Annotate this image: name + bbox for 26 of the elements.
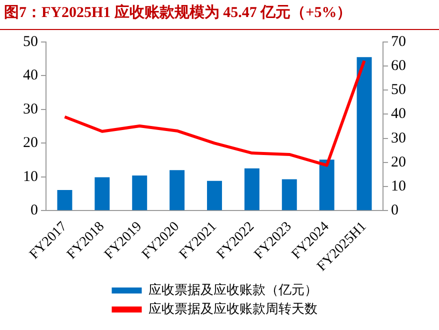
bar [207, 180, 222, 210]
bar [356, 57, 372, 210]
y2-tick-label: 10 [391, 178, 406, 194]
chart-title: 图7：FY2025H1 应收账款规模为 45.47 亿元（+5%） [0, 0, 439, 30]
bar [319, 160, 334, 210]
bar [244, 168, 260, 210]
y-tick-label: 50 [23, 34, 38, 50]
y2-tick-label: 0 [391, 202, 398, 219]
y2-tick-label: 50 [391, 82, 406, 98]
y-tick-label: 0 [30, 202, 38, 219]
bar [282, 179, 297, 210]
bar [132, 176, 148, 210]
bar [57, 190, 72, 210]
y2-tick-label: 60 [391, 58, 406, 74]
y2-tick-label: 20 [391, 154, 406, 170]
y-tick-label: 20 [23, 135, 38, 152]
bar [94, 177, 110, 210]
bar [170, 170, 185, 210]
y-tick-label: 10 [23, 168, 38, 185]
legend-label: 应收票据及应收账款周转天数 [148, 300, 318, 316]
y2-tick-label: 40 [391, 106, 406, 122]
y2-tick-label: 70 [391, 34, 406, 50]
y-tick-label: 30 [23, 101, 38, 118]
y2-tick-label: 30 [391, 130, 406, 146]
y-tick-label: 40 [23, 68, 38, 84]
legend-label: 应收票据及应收账款（亿元） [148, 282, 318, 297]
